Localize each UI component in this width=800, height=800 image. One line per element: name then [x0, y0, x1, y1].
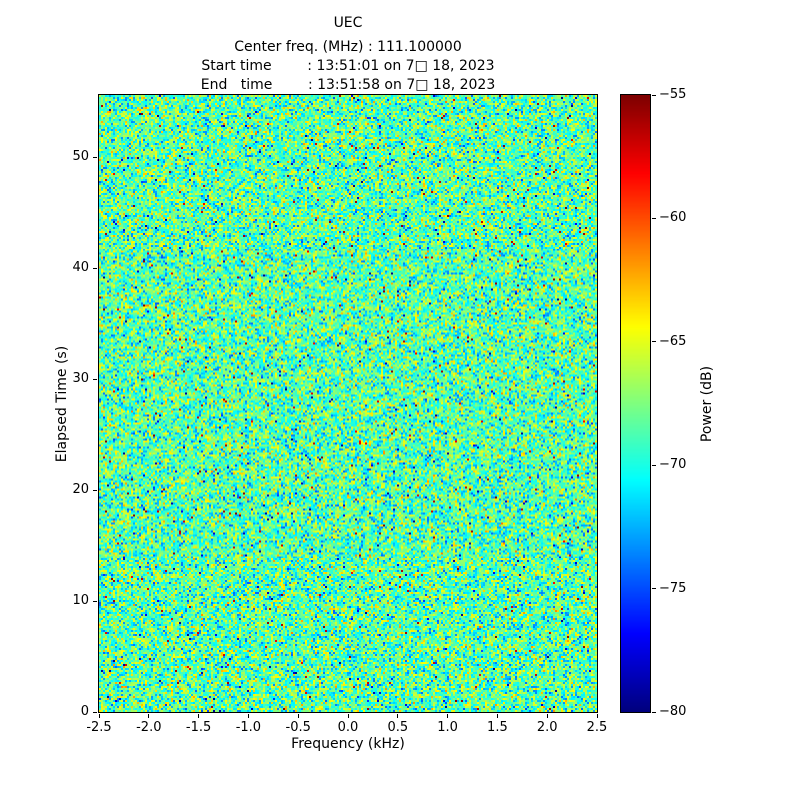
colorbar-tick-mark: [652, 588, 656, 590]
x-axis-label: Frequency (kHz): [291, 736, 405, 752]
colorbar-tick-mark: [652, 94, 656, 96]
colorbar-tick-label: −65: [659, 333, 687, 349]
x-tick-label: 2.0: [536, 720, 558, 735]
y-axis-label: Elapsed Time (s): [54, 345, 70, 463]
x-tick-label: -2.5: [86, 720, 112, 735]
y-tick-mark: [93, 489, 97, 491]
chart-subtitle-center-freq: Center freq. (MHz) : 111.100000: [234, 39, 462, 55]
x-tick-label: -1.5: [185, 720, 212, 735]
x-tick-mark: [297, 714, 299, 718]
x-tick-mark: [546, 714, 548, 718]
x-tick-mark: [148, 714, 150, 718]
y-tick-label: 50: [72, 149, 89, 165]
x-tick-mark: [98, 714, 100, 718]
spectrogram-heatmap: [99, 95, 597, 712]
y-tick-label: 30: [72, 371, 89, 387]
x-tick-label: -2.0: [136, 720, 162, 735]
y-tick-label: 20: [72, 482, 89, 498]
x-tick-label: 1.0: [437, 720, 458, 735]
x-tick-mark: [596, 714, 598, 718]
colorbar-gradient: [621, 95, 650, 712]
y-tick-mark: [93, 711, 97, 713]
x-tick-label: 0.0: [337, 720, 359, 735]
x-tick-mark: [496, 714, 498, 718]
colorbar-tick-label: −75: [659, 580, 687, 596]
x-tick-mark: [198, 714, 200, 718]
x-tick-mark: [247, 714, 249, 718]
x-tick-label: -0.5: [285, 720, 311, 735]
colorbar-tick-label: −60: [659, 210, 687, 226]
y-tick-mark: [93, 267, 97, 269]
colorbar-tick-mark: [652, 711, 656, 713]
colorbar-tick-mark: [652, 217, 656, 219]
y-tick-mark: [93, 378, 97, 380]
colorbar-label: Power (dB): [699, 365, 715, 443]
chart-title: UEC: [333, 15, 363, 31]
colorbar-tick-mark: [652, 341, 656, 343]
y-tick-label: 10: [72, 593, 89, 609]
x-tick-label: 2.5: [586, 720, 608, 735]
x-tick-mark: [397, 714, 399, 718]
chart-subtitle-end-time: End time : 13:51:58 on 7□ 18, 2023: [200, 77, 496, 93]
colorbar-tick-label: −55: [659, 87, 687, 102]
chart-subtitle-start-time: Start time : 13:51:01 on 7□ 18, 2023: [201, 58, 495, 74]
colorbar-tick-label: −80: [659, 704, 687, 719]
x-tick-label: 1.5: [487, 720, 508, 735]
y-tick-mark: [93, 600, 97, 602]
y-tick-label: 0: [80, 704, 89, 719]
colorbar-tick-mark: [652, 464, 656, 466]
y-tick-label: 40: [72, 260, 89, 276]
colorbar-tick-label: −70: [659, 457, 687, 473]
x-tick-label: -1.0: [235, 720, 262, 735]
x-tick-label: 0.5: [387, 720, 409, 735]
x-tick-mark: [347, 714, 349, 718]
x-tick-mark: [447, 714, 449, 718]
y-tick-mark: [93, 156, 97, 158]
